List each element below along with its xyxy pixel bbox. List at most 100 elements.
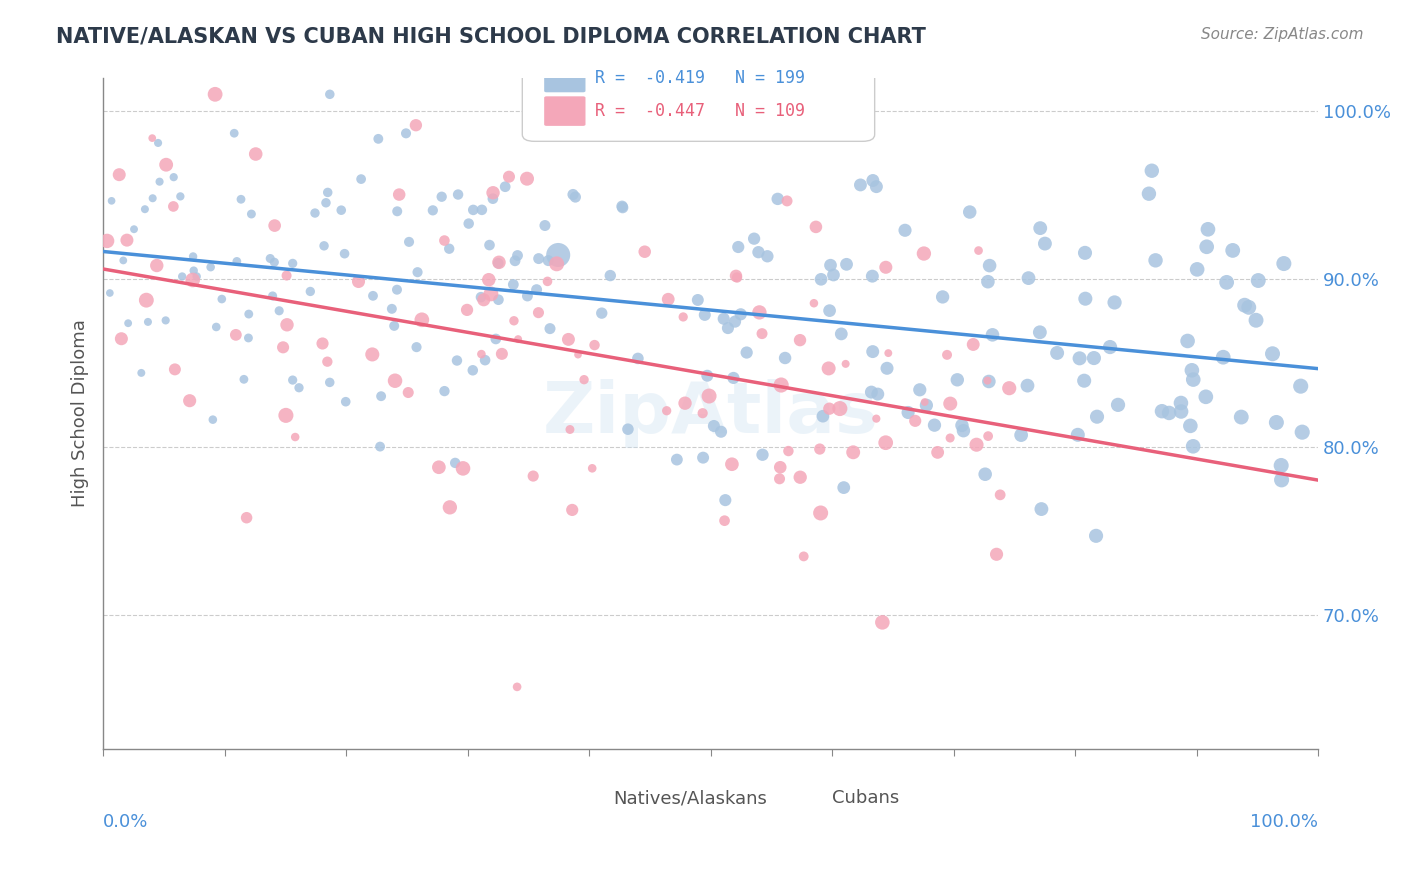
Point <box>1244 313 1267 327</box>
Point <box>503 314 526 328</box>
Point <box>966 438 988 452</box>
Point <box>751 448 773 462</box>
Point <box>561 503 583 517</box>
Text: N = 109: N = 109 <box>735 102 804 120</box>
Point <box>1085 409 1108 424</box>
Point <box>865 411 887 425</box>
Point <box>281 256 304 270</box>
Point <box>617 422 640 436</box>
Point <box>451 461 474 475</box>
Point <box>361 289 384 303</box>
Point <box>1107 398 1129 412</box>
Point <box>461 363 484 377</box>
Point <box>538 321 561 335</box>
Point <box>1046 346 1069 360</box>
Point <box>281 373 304 387</box>
Point <box>769 460 792 475</box>
Point <box>506 248 529 262</box>
FancyBboxPatch shape <box>790 768 825 794</box>
Point <box>405 340 427 354</box>
Point <box>1182 439 1205 453</box>
Point <box>1074 292 1097 306</box>
Point <box>976 374 998 388</box>
Point <box>491 347 513 361</box>
Point <box>986 547 1008 561</box>
Point <box>818 401 841 416</box>
Point <box>388 187 411 202</box>
Point <box>427 460 450 475</box>
Point <box>485 332 508 346</box>
Point <box>240 207 263 221</box>
Point <box>478 273 501 287</box>
Point <box>235 510 257 524</box>
Point <box>939 431 962 445</box>
Point <box>333 246 356 260</box>
Point <box>347 275 370 289</box>
Y-axis label: High School Diploma: High School Diploma <box>72 319 89 508</box>
Point <box>422 203 444 218</box>
Point <box>1195 390 1218 404</box>
Point <box>205 320 228 334</box>
Point <box>384 374 406 388</box>
Point <box>155 158 177 172</box>
Point <box>904 414 927 428</box>
Point <box>717 321 740 335</box>
Point <box>238 307 260 321</box>
Point <box>146 136 169 150</box>
Point <box>211 292 233 306</box>
Text: Natives/Alaskans: Natives/Alaskans <box>613 789 768 807</box>
Point <box>131 366 153 380</box>
Point <box>163 362 186 376</box>
Point <box>894 223 917 237</box>
Point <box>1150 404 1173 418</box>
Point <box>977 275 1000 289</box>
Point <box>1271 473 1294 487</box>
Point <box>330 203 353 218</box>
Point <box>768 472 790 486</box>
Point <box>581 461 603 475</box>
Point <box>142 191 165 205</box>
Point <box>673 396 696 410</box>
Point <box>148 175 170 189</box>
Point <box>865 179 887 194</box>
Point <box>405 118 427 132</box>
Point <box>319 87 342 102</box>
Point <box>897 405 920 419</box>
Point <box>471 202 494 217</box>
Point <box>457 217 479 231</box>
Point <box>1272 256 1295 270</box>
Point <box>950 418 973 433</box>
Point <box>299 285 322 299</box>
Point <box>627 351 650 366</box>
Point <box>557 332 579 346</box>
Point <box>201 412 224 426</box>
Point <box>516 289 538 303</box>
Point <box>117 316 139 330</box>
Point <box>238 331 260 345</box>
Text: Cubans: Cubans <box>832 789 900 807</box>
Point <box>225 254 247 268</box>
Point <box>860 385 883 400</box>
Point <box>232 372 254 386</box>
Point <box>263 255 285 269</box>
Point <box>522 469 544 483</box>
Point <box>789 333 811 347</box>
Point <box>866 387 889 401</box>
Point <box>723 371 745 385</box>
Point <box>1137 186 1160 201</box>
Point <box>817 361 839 376</box>
Point <box>288 381 311 395</box>
Point <box>494 179 516 194</box>
Point <box>789 470 811 484</box>
Point <box>820 258 842 272</box>
Point <box>162 199 184 213</box>
Point <box>527 306 550 320</box>
Point <box>225 327 247 342</box>
Text: NATIVE/ALASKAN VS CUBAN HIGH SCHOOL DIPLOMA CORRELATION CHART: NATIVE/ALASKAN VS CUBAN HIGH SCHOOL DIPL… <box>56 27 927 46</box>
Point <box>988 488 1011 502</box>
Point <box>912 246 935 260</box>
Point <box>181 273 204 287</box>
Point <box>877 346 900 360</box>
Point <box>447 187 470 202</box>
Point <box>503 253 526 268</box>
